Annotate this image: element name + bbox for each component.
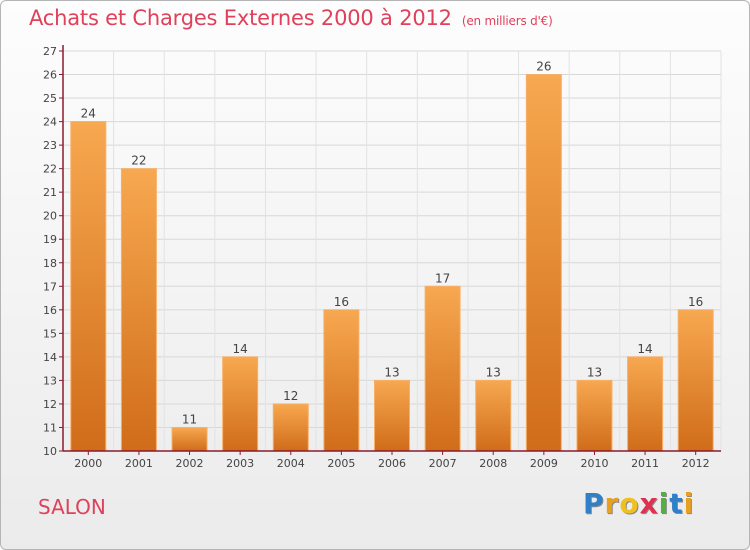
- bar-2010: [576, 379, 613, 452]
- logo-letter: r: [604, 487, 620, 520]
- bar-2009: [525, 74, 562, 452]
- chart-title-block: Achats et Charges Externes 2000 à 2012 (e…: [29, 6, 553, 30]
- x-tick-label-2011: 2011: [631, 457, 659, 470]
- x-tick-label-2004: 2004: [277, 457, 305, 470]
- value-label-2004: 12: [283, 389, 298, 403]
- x-tick-label-2002: 2002: [176, 457, 204, 470]
- proxiti-logo[interactable]: Proxiti: [583, 487, 694, 520]
- value-label-2000: 24: [81, 107, 96, 121]
- value-label-2008: 13: [486, 365, 501, 379]
- value-label-2005: 16: [334, 295, 349, 309]
- value-label-2002: 11: [182, 412, 197, 426]
- bar-2008: [475, 379, 512, 452]
- value-label-2003: 14: [233, 342, 248, 356]
- y-tick-label: 13: [43, 374, 57, 387]
- bar-2005: [323, 309, 360, 452]
- chart-title: Achats et Charges Externes 2000 à 2012: [29, 6, 452, 30]
- y-tick-label: 20: [43, 210, 57, 223]
- x-tick-label-2008: 2008: [479, 457, 507, 470]
- x-tick-label-2005: 2005: [327, 457, 355, 470]
- axes: 10 11 12 13 14 15 16 17 18 19 20 21 22 23 24 25 26 27 2000…: [43, 45, 721, 470]
- x-tick-label-2009: 2009: [530, 457, 558, 470]
- y-tick-label: 26: [43, 69, 57, 82]
- bar-2011: [627, 356, 664, 452]
- logo-letter: o: [619, 487, 640, 520]
- bars: 24 22 11 14 12 16 13 17 13 26 13 14 16: [70, 60, 714, 452]
- value-label-2010: 13: [587, 365, 602, 379]
- chart-subtitle: (en milliers d'€): [461, 14, 553, 28]
- y-tick-label: 22: [43, 163, 57, 176]
- y-tick-label: 10: [43, 445, 57, 458]
- value-label-2007: 17: [435, 271, 450, 285]
- y-tick-label: 21: [43, 186, 57, 199]
- x-tick-label-2006: 2006: [378, 457, 406, 470]
- value-label-2012: 16: [688, 295, 703, 309]
- value-label-2006: 13: [384, 365, 399, 379]
- bar-2000: [70, 121, 107, 452]
- logo-letter: t: [669, 487, 684, 520]
- bar-2003: [222, 356, 259, 452]
- y-tick-label: 14: [43, 351, 57, 364]
- y-tick-label: 25: [43, 92, 57, 105]
- bar-2002: [171, 426, 208, 452]
- y-tick-label: 27: [43, 45, 57, 58]
- logo-letter: i: [658, 487, 670, 520]
- value-label-2009: 26: [536, 60, 551, 74]
- y-tick-label: 24: [43, 116, 57, 129]
- bar-2006: [374, 379, 410, 452]
- x-tick-label-2010: 2010: [580, 457, 608, 470]
- value-label-2001: 22: [131, 154, 146, 168]
- x-tick-label-2003: 2003: [226, 457, 254, 470]
- x-tick-label-2012: 2012: [682, 457, 710, 470]
- y-tick-label: 23: [43, 139, 57, 152]
- y-tick-label: 16: [43, 304, 57, 317]
- y-tick-label: 12: [43, 398, 57, 411]
- y-tick-label: 11: [43, 421, 57, 434]
- value-label-2011: 14: [637, 342, 652, 356]
- bar-2001: [120, 168, 157, 452]
- y-tick-label: 17: [43, 280, 57, 293]
- bar-2004: [272, 403, 309, 452]
- x-tick-label-2007: 2007: [429, 457, 457, 470]
- location-label: SALON: [38, 495, 106, 519]
- logo-letter: P: [583, 487, 605, 520]
- y-tick-label: 19: [43, 233, 57, 246]
- bar-2007: [424, 285, 461, 452]
- logo-letter: i: [683, 487, 695, 520]
- y-tick-label: 18: [43, 257, 57, 270]
- x-tick-label-2001: 2001: [125, 457, 153, 470]
- y-tick-label: 15: [43, 327, 57, 340]
- logo-letter: x: [639, 487, 659, 520]
- bar-2012: [677, 309, 714, 452]
- x-tick-label-2000: 2000: [74, 457, 102, 470]
